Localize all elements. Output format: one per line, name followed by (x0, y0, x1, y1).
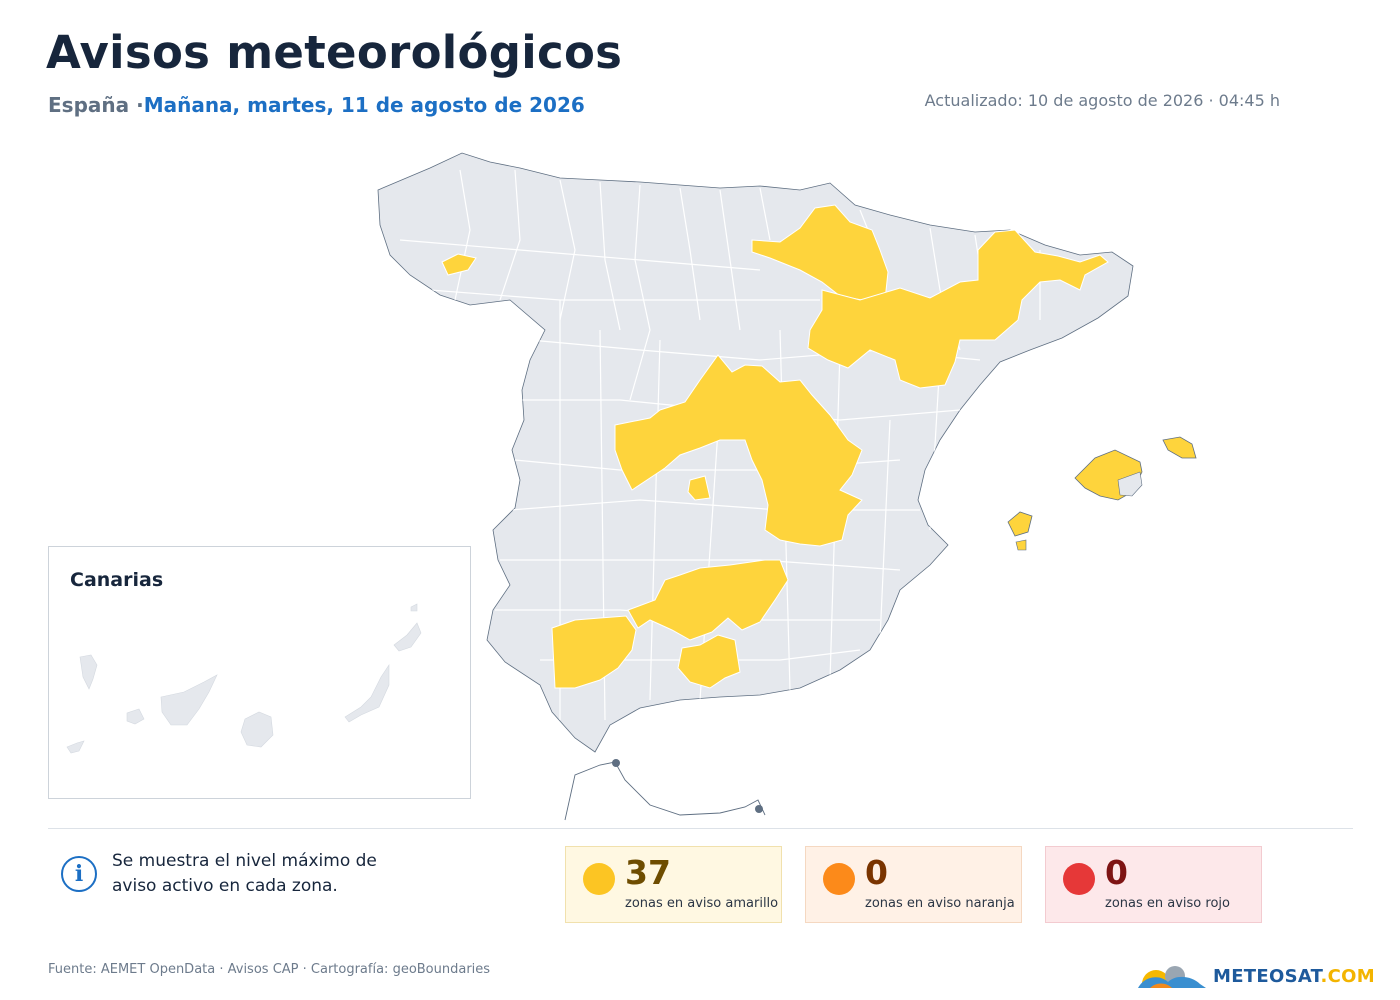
canarias-inset: Canarias (48, 546, 471, 799)
canarias-map[interactable] (49, 547, 470, 798)
zone-navarra-rioja[interactable] (751, 204, 889, 301)
divider (48, 828, 1353, 829)
zone-andalucia-central[interactable] (627, 559, 789, 641)
red-dot-icon (1063, 863, 1095, 895)
orange-count: 0 (865, 853, 888, 892)
baleares[interactable] (1007, 436, 1197, 551)
info-icon: i (61, 856, 97, 892)
el-hierro[interactable] (66, 740, 85, 754)
orange-label: zonas en aviso naranja (865, 896, 1015, 911)
updated-timestamp: Actualizado: 10 de agosto de 2026 · 04:4… (924, 91, 1280, 110)
zone-castilla-centro[interactable] (614, 354, 863, 547)
zone-aragon-north[interactable] (807, 229, 1109, 389)
red-summary-card[interactable]: 0 zonas en aviso rojo (1045, 846, 1262, 923)
yellow-warning-zones[interactable] (441, 204, 1109, 689)
yellow-count: 37 (625, 853, 671, 892)
yellow-label: zonas en aviso amarillo (625, 896, 779, 911)
region-label: España · (48, 93, 144, 117)
zone-granada[interactable] (677, 634, 741, 689)
spain-warning-map[interactable] (0, 0, 1400, 830)
orange-summary-card[interactable]: 0 zonas en aviso naranja (805, 846, 1022, 923)
zone-toledo-small[interactable] (687, 475, 711, 501)
fuerteventura[interactable] (344, 664, 390, 723)
logo-main-text: METEOSAT (1213, 966, 1321, 987)
tenerife[interactable] (160, 674, 218, 726)
yellow-dot-icon (583, 863, 615, 895)
inset-title: Canarias (70, 569, 164, 591)
red-label: zonas en aviso rojo (1105, 896, 1230, 911)
mallorca-east (1117, 471, 1143, 497)
la-gomera[interactable] (126, 708, 145, 725)
forecast-day: Mañana, martes, 11 de agosto de 2026 (143, 93, 585, 117)
page-title: Avisos meteorológicos (46, 26, 623, 79)
menorca[interactable] (1162, 436, 1197, 459)
orange-dot-icon (823, 863, 855, 895)
la-graciosa (410, 603, 418, 612)
formentera[interactable] (1015, 539, 1027, 551)
data-source: Fuente: AEMET OpenData · Avisos CAP · Ca… (48, 962, 491, 977)
ceuta-marker[interactable] (612, 759, 620, 767)
yellow-summary-card[interactable]: 37 zonas en aviso amarillo (565, 846, 782, 923)
zone-galicia-interior[interactable] (441, 253, 477, 276)
zone-andalucia-west[interactable] (551, 615, 637, 689)
red-count: 0 (1105, 853, 1128, 892)
legend-note: Se muestra el nivel máximo de aviso acti… (112, 851, 377, 896)
logo-suffix-text: .COM (1320, 966, 1375, 987)
logo-sun-cloud-icon (1138, 966, 1206, 998)
subtitle: España ·Mañana, martes, 11 de agosto de … (48, 93, 585, 117)
melilla-marker[interactable] (755, 805, 763, 813)
lanzarote[interactable] (393, 622, 422, 652)
meteosat-logo[interactable]: METEOSAT.COM (1130, 958, 1375, 998)
gran-canaria[interactable] (240, 711, 274, 748)
africa-coast (564, 761, 766, 821)
la-palma[interactable] (79, 654, 98, 690)
ibiza[interactable] (1007, 511, 1033, 537)
